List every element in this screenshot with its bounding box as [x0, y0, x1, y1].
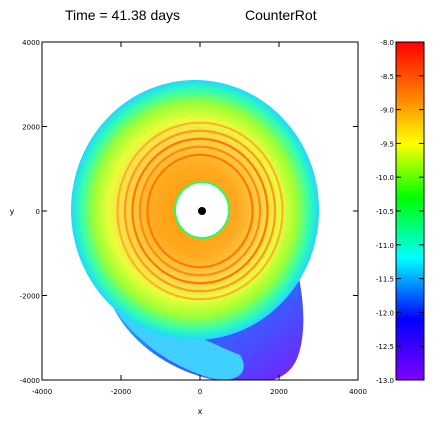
- y-axis-label: y: [10, 207, 15, 216]
- colorbar-tick-label: -8.0: [380, 39, 394, 47]
- x-tick-label: 4000: [349, 388, 367, 396]
- colorbar-tick-label: -13.0: [376, 377, 394, 385]
- ring-group: [116, 121, 284, 301]
- density-ring: [146, 153, 254, 269]
- colorbar-tick-label: -12.5: [376, 343, 394, 351]
- x-tick-label: 2000: [270, 388, 288, 396]
- y-tick-label: 2000: [22, 124, 40, 132]
- colorbar-tick-label: -11.5: [376, 276, 394, 284]
- density-ring: [131, 137, 269, 285]
- y-tick-label: 0: [36, 208, 40, 216]
- colorbar-tick-label: -8.5: [380, 73, 394, 81]
- colorbar-ticks: -8.0 -8.5 -9.0 -9.5 -10.0 -10.5 -11.0 -11.5 -12.…: [376, 39, 424, 385]
- x-axis: -4000 -2000 0 2000 4000: [32, 42, 367, 396]
- y-tick-label: 4000: [22, 39, 40, 47]
- density-ring: [138, 145, 262, 277]
- colorbar-tick-label: -10.0: [376, 174, 394, 182]
- x-tick-label: -4000: [32, 388, 52, 396]
- colorbar: -8.0 -8.5 -9.0 -9.5 -10.0 -10.5 -11.0 -11.5 -12.…: [376, 39, 425, 385]
- x-axis-label: x: [198, 407, 203, 416]
- chart-title: Time = 41.38 days: [65, 7, 180, 23]
- plot-area: -4000 -2000 0 2000 4000 -4000-2000020004000 …: [10, 39, 367, 416]
- y-tick-label: -2000: [20, 293, 40, 301]
- colorbar-tick-label: -9.5: [380, 140, 394, 148]
- y-tick-label: -4000: [20, 377, 40, 385]
- heatmap-image: [71, 80, 319, 380]
- x-tick-label: 0: [198, 388, 202, 396]
- colorbar-tick-label: -11.0: [376, 242, 394, 250]
- colorbar-tick-label: -9.0: [380, 107, 394, 115]
- central-object: [198, 207, 206, 215]
- density-ring: [116, 121, 284, 301]
- x-tick-label: -2000: [111, 388, 131, 396]
- outer-halo: [95, 255, 244, 380]
- colorbar-tick-label: -10.5: [376, 208, 394, 216]
- y-axis: -4000 -2000 0 2000 4000: [20, 39, 358, 385]
- chart-label: CounterRot: [245, 7, 317, 23]
- colorbar-tick-label: -12.0: [376, 309, 394, 317]
- density-ring: [123, 129, 277, 293]
